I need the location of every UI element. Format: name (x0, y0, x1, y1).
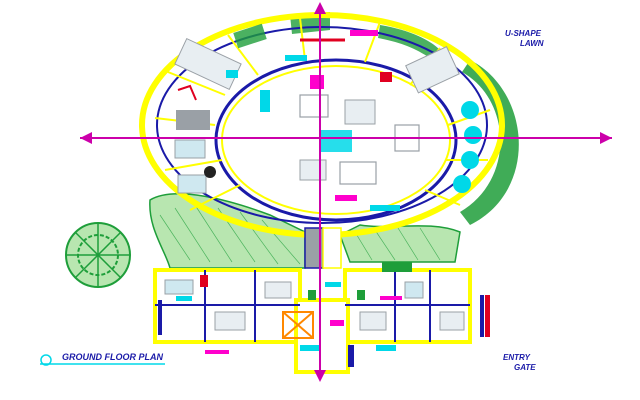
title-block: GROUND FLOOR PLAN (40, 352, 165, 366)
title-block-label: GROUND FLOOR PLAN (62, 352, 163, 362)
north-marker-icon (40, 354, 52, 366)
lower-residential-block (153, 262, 490, 374)
ring-room-furniture (174, 23, 482, 194)
bottom-right-label: ENTRY GATE (503, 353, 536, 372)
courtyard-features (299, 72, 420, 211)
bottom-right-label-line1: ENTRY (503, 353, 531, 362)
top-right-label-line2: LAWN (520, 39, 544, 48)
axis-crosshair (80, 4, 612, 380)
east-lawn-arc (290, 12, 519, 225)
axis-arrowheads (80, 2, 612, 382)
corridor-connector (304, 227, 342, 269)
top-right-label-line1: U-SHAPE (505, 29, 542, 38)
lawn-hatch-area (149, 193, 461, 269)
top-right-label: U-SHAPE LAWN (505, 29, 544, 48)
bottom-right-label-line2: GATE (514, 363, 536, 372)
tree-symbol-icon (65, 222, 131, 288)
